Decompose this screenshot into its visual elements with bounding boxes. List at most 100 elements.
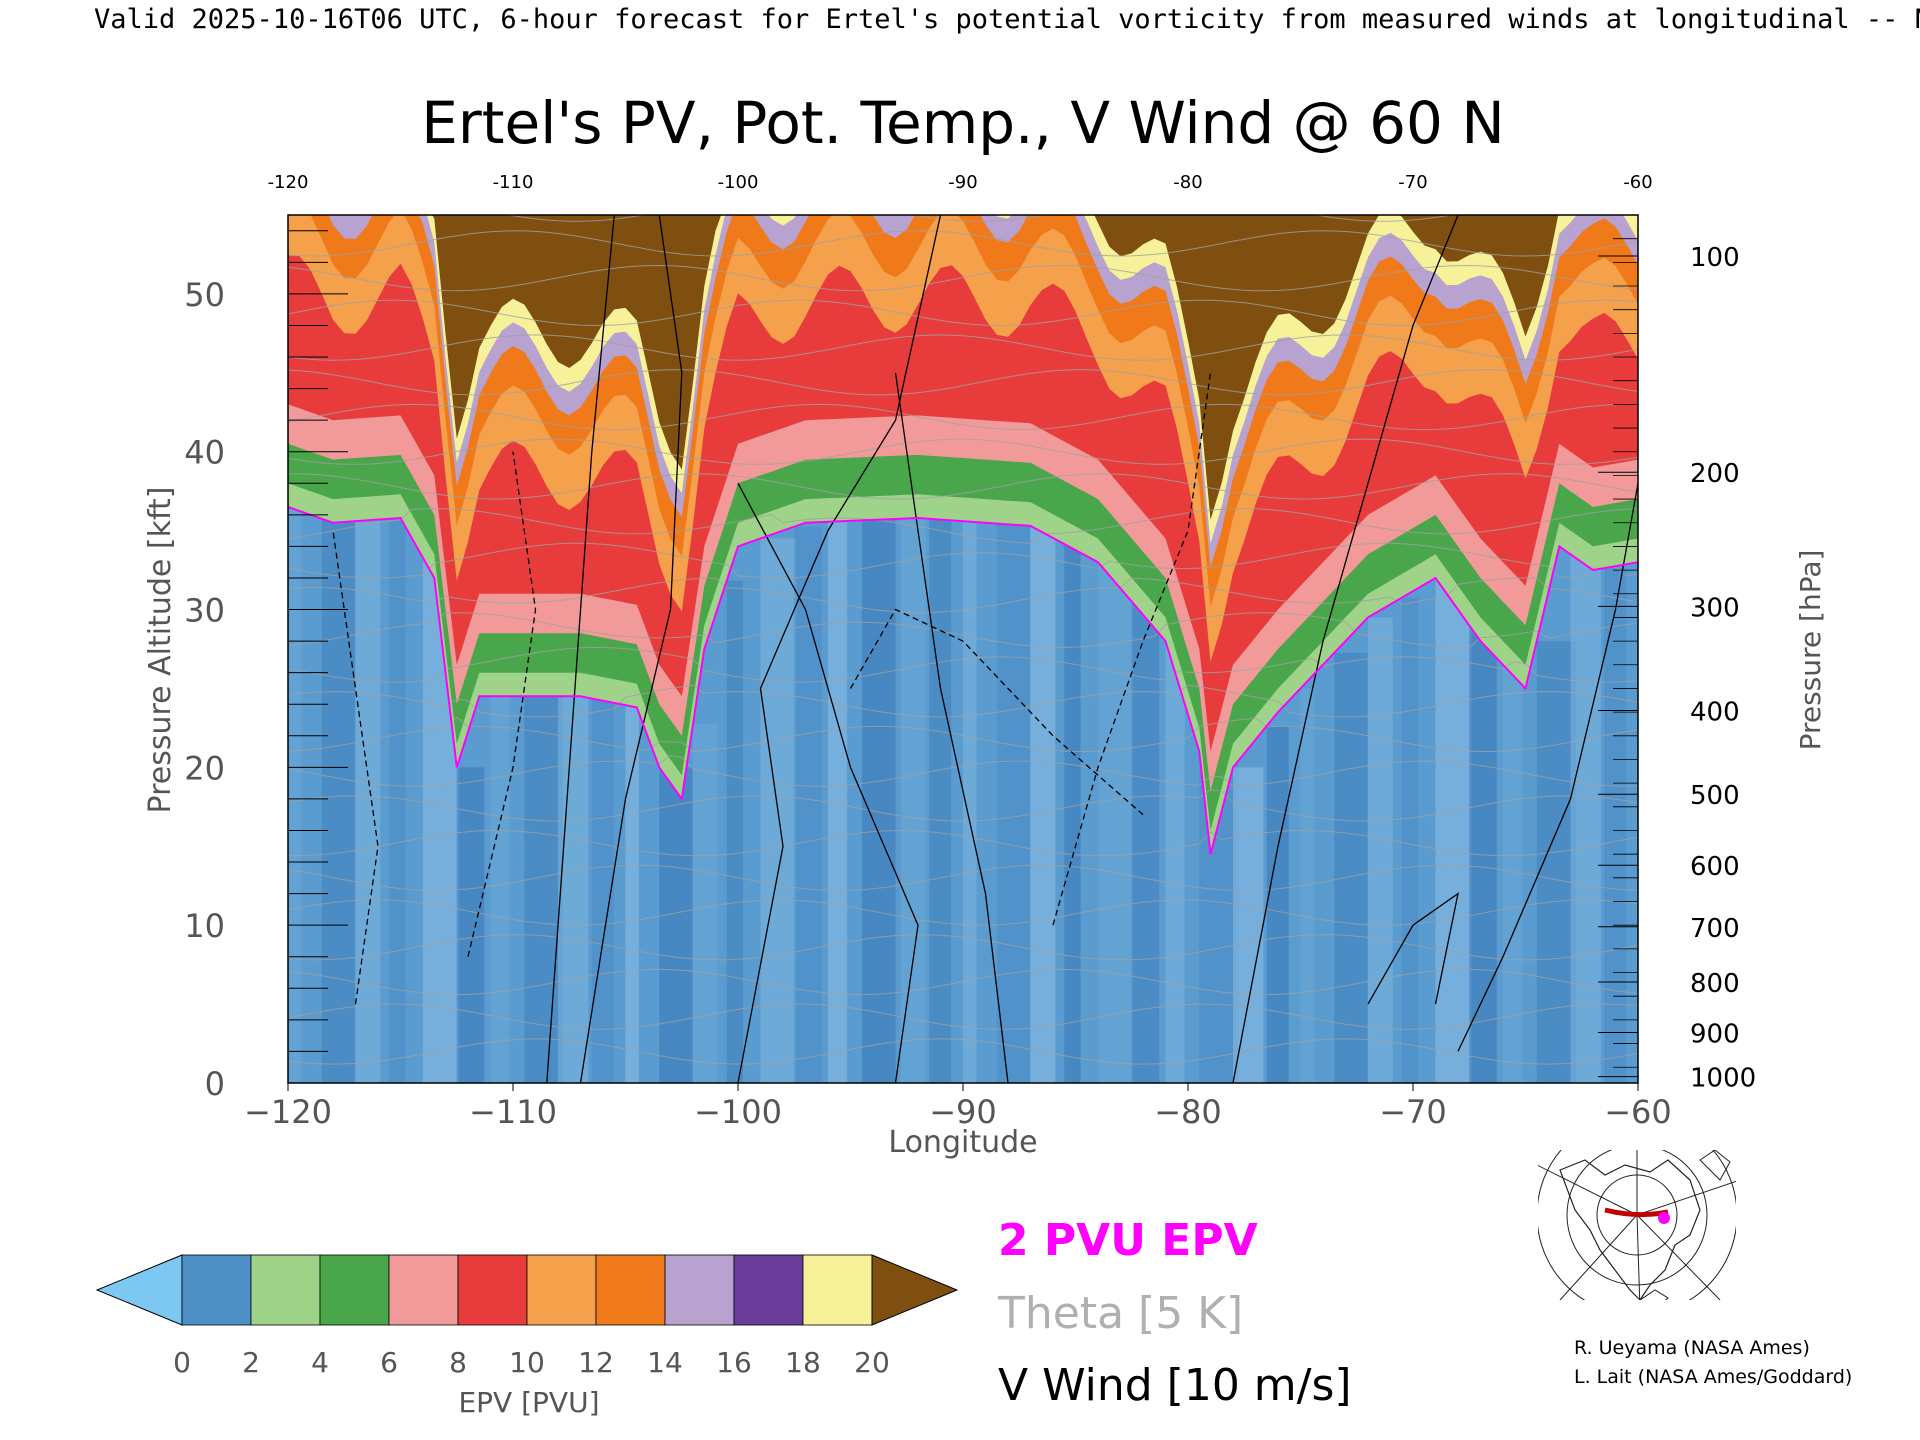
theta-contour [288,968,1638,996]
wind-contour [546,215,615,1083]
theta-contour [288,789,1638,822]
tropo-streaks [288,506,1627,1083]
tropo-streak [659,767,693,1083]
tropo-streak [1064,544,1081,1083]
x-tick-label: −80 [1154,1093,1222,1131]
theta-contour [288,934,1638,961]
y-axis-label-right: Pressure [hPa] [1794,550,1827,751]
pressure-tick-label: 700 [1690,914,1740,944]
tropo-streak [355,521,381,1083]
colorbar-extend-high [871,1254,959,1326]
colorbar [95,1254,959,1326]
tropo-streak [693,723,718,1083]
pvu2-line [288,506,1638,855]
colorbar-tick-label: 6 [380,1346,398,1379]
x-tick-label: −60 [1604,1093,1672,1131]
wind-contour [579,215,683,1083]
tropo-streak [1233,767,1264,1083]
colorbar-segment [526,1254,597,1326]
tropo-streak [726,580,744,1083]
theta-contour [288,542,1638,579]
theta-contour [288,473,1638,500]
tropo-streak [389,518,406,1083]
tropo-streak [895,518,926,1083]
colorbar-tick-label: 2 [242,1346,260,1379]
theta-contour [288,755,1638,787]
colorbar-segment [802,1254,873,1326]
y-tick-label: 0 [205,1065,225,1103]
top-tick-label: -90 [948,172,977,193]
theta-contour [288,647,1638,683]
credit-1: R. Ueyama (NASA Ames) [1574,1337,1810,1359]
theta-contour [288,1003,1638,1030]
x-axis: −120 −110 −100 −90 −80 −70 −60 [244,1083,1672,1131]
tropo-streak [1030,525,1056,1083]
colorbar-segment [319,1254,390,1326]
y-tick-label: 30 [184,592,225,630]
tropo-streak [558,696,589,1083]
top-tick-label: -80 [1173,172,1202,193]
tropo-streak [828,521,848,1083]
tropo-streak [1165,641,1185,1083]
inset-map [1538,1150,1736,1300]
theta-contour [288,899,1638,926]
tropo-streak [524,696,564,1083]
colorbar-tick-label: 18 [785,1346,821,1379]
tropo-streak [288,506,302,1083]
theta-contour [288,334,1638,361]
tropo-streak [1435,577,1472,1083]
theta-contour [288,577,1638,614]
epv-band [432,215,1638,520]
colorbar-tick-label: 12 [578,1346,614,1379]
wind-contour [467,451,537,957]
pressure-tick-label: 200 [1690,459,1740,489]
tropo-streak [490,696,510,1083]
tropo-streak [929,518,952,1083]
colorbar-tick-label: 0 [173,1346,191,1379]
theta-contour [288,1038,1638,1065]
credit-2: L. Lait (NASA Ames/Goddard) [1574,1366,1852,1388]
header-text: Valid 2025-10-16T06 UTC, 6-hour forecast… [94,4,1920,35]
theta-contour [288,230,1638,257]
theta-contour [288,612,1638,648]
plot-area [288,215,1638,1083]
y-axis-left: 0 10 20 30 40 50 [184,230,348,1103]
x-tick-label: −120 [244,1093,332,1131]
theta-contour [288,716,1638,752]
tropo-streak [1401,597,1419,1083]
tropo-streak [1334,652,1368,1083]
colorbar-label: EPV [PVU] [458,1386,599,1419]
tropo-streak [456,767,485,1083]
colorbar-tick-label: 4 [311,1346,329,1379]
tropo-streak [861,520,901,1083]
wind-contour [1457,483,1638,1052]
pressure-tick-label: 1000 [1690,1064,1756,1094]
y-tick-label: 20 [184,749,225,787]
y-tick-label: 50 [184,276,225,314]
colorbar-segment [733,1254,804,1326]
tropo-streak [794,526,822,1083]
colorbar-tick-label: 20 [854,1346,890,1379]
tropo-streak [1503,664,1523,1083]
wind-contour [1052,372,1212,926]
wind-contours [332,215,1638,1083]
x-tick-label: −90 [929,1093,997,1131]
top-tick-label: -100 [718,172,759,193]
colorbar-segment [457,1254,528,1326]
theta-contour [288,438,1638,465]
pressure-tick-label: 500 [1690,781,1740,811]
top-tick-label: -110 [493,172,534,193]
chart-title: Ertel's PV, Pot. Temp., V Wind @ 60 N [421,89,1504,157]
tropo-streak [591,698,614,1083]
top-tick-label: -120 [268,172,309,193]
wind-contour [737,215,942,1083]
wind-contour [737,482,919,1083]
x-axis-label: Longitude [888,1125,1037,1160]
tropo-streak [321,518,355,1083]
wind-contour [894,372,1009,1083]
y-axis-label-left: Pressure Altitude [kft] [143,487,178,814]
y-axis-right: 100 200 300 400 500 600 700 800 900 1000 [1598,238,1756,1094]
pressure-tick-label: 600 [1690,852,1740,882]
colorbar-extend-low [95,1254,183,1326]
legend-wind: V Wind [10 m/s] [998,1360,1352,1411]
